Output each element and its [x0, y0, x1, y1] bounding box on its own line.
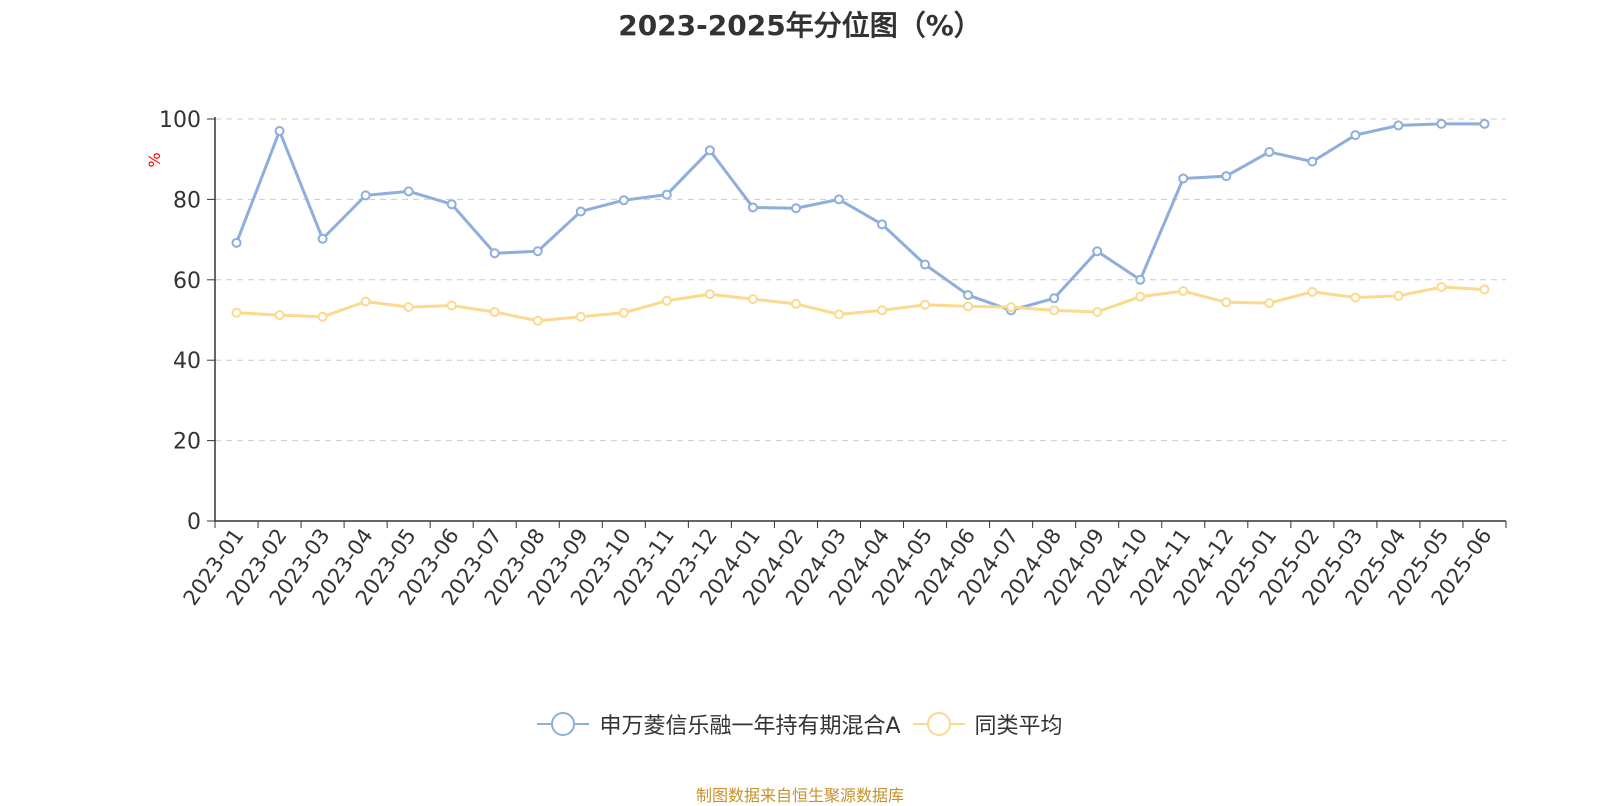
data-point-1 [489, 306, 500, 317]
data-point-1 [446, 300, 457, 311]
data-point-1 [877, 305, 888, 316]
data-point-0 [1221, 171, 1232, 182]
data-point-0 [877, 219, 888, 230]
legend-line-circle-icon [537, 712, 590, 736]
data-point-0 [1178, 173, 1189, 184]
data-point-1 [704, 289, 715, 300]
data-point-1 [618, 307, 629, 318]
data-point-1 [1264, 298, 1275, 309]
legend-item-series-0[interactable]: 申万菱信乐融一年持有期混合A [537, 708, 901, 740]
data-point-1 [1221, 297, 1232, 308]
data-point-0 [1436, 118, 1447, 129]
data-point-0 [1135, 274, 1146, 285]
data-point-1 [1436, 282, 1447, 293]
data-point-1 [1178, 286, 1189, 297]
data-point-1 [833, 309, 844, 320]
data-point-1 [403, 302, 414, 313]
data-point-0 [790, 203, 801, 214]
data-point-1 [747, 294, 758, 305]
data-point-0 [360, 190, 371, 201]
data-point-0 [489, 248, 500, 259]
data-point-0 [1264, 146, 1275, 157]
data-point-1 [920, 299, 931, 310]
data-point-1 [1479, 284, 1490, 295]
data-point-0 [1307, 156, 1318, 167]
data-point-0 [403, 186, 414, 197]
series-line-0 [235, 122, 1485, 312]
data-point-0 [274, 126, 285, 137]
data-point-0 [1479, 118, 1490, 129]
data-point-1 [1350, 292, 1361, 303]
data-point-0 [833, 194, 844, 205]
legend-line-circle-icon [912, 712, 965, 736]
legend-label-series-0: 申万菱信乐融一年持有期混合A [599, 714, 901, 739]
data-point-0 [963, 290, 974, 301]
y-tick-label: 40 [173, 349, 201, 374]
data-point-0 [618, 195, 629, 206]
data-point-0 [704, 145, 715, 156]
data-point-1 [1049, 305, 1060, 316]
source-note: 制图数据来自恒生聚源数据库 [695, 786, 904, 805]
data-point-0 [920, 259, 931, 270]
chart-title: 2023-2025年分位图（%） [618, 9, 982, 42]
data-point-0 [231, 237, 242, 248]
y-tick-label: 20 [173, 430, 201, 455]
series-line-1 [236, 285, 1485, 323]
data-point-1 [575, 311, 586, 322]
data-point-0 [532, 246, 543, 257]
data-point-1 [790, 298, 801, 309]
data-point-0 [446, 199, 457, 210]
y-tick-label: 60 [173, 269, 201, 294]
data-point-1 [231, 307, 242, 318]
data-point-0 [1393, 120, 1404, 131]
y-axis-label: % [145, 152, 164, 167]
data-point-1 [1135, 291, 1146, 302]
data-point-0 [661, 189, 672, 200]
data-point-0 [1049, 293, 1060, 304]
legend-item-series-1[interactable]: 同类平均 [912, 708, 1063, 740]
data-point-1 [274, 310, 285, 321]
data-point-1 [1092, 306, 1103, 317]
legend: 申万菱信乐融一年持有期混合A 同类平均 [0, 708, 1600, 740]
data-point-1 [317, 311, 328, 322]
data-point-1 [1307, 286, 1318, 297]
data-point-0 [317, 233, 328, 244]
data-point-1 [532, 315, 543, 326]
y-tick-label: 80 [173, 188, 201, 213]
data-point-1 [963, 301, 974, 312]
data-point-0 [1350, 130, 1361, 141]
data-point-1 [1393, 290, 1404, 301]
data-point-1 [360, 296, 371, 307]
data-point-0 [575, 206, 586, 217]
data-point-0 [747, 202, 758, 213]
data-point-0 [1092, 246, 1103, 257]
y-tick-label: 100 [159, 108, 201, 133]
data-point-1 [661, 295, 672, 306]
y-tick-label: 0 [187, 510, 201, 535]
legend-label-series-1: 同类平均 [974, 714, 1063, 739]
data-point-1 [1006, 302, 1017, 313]
